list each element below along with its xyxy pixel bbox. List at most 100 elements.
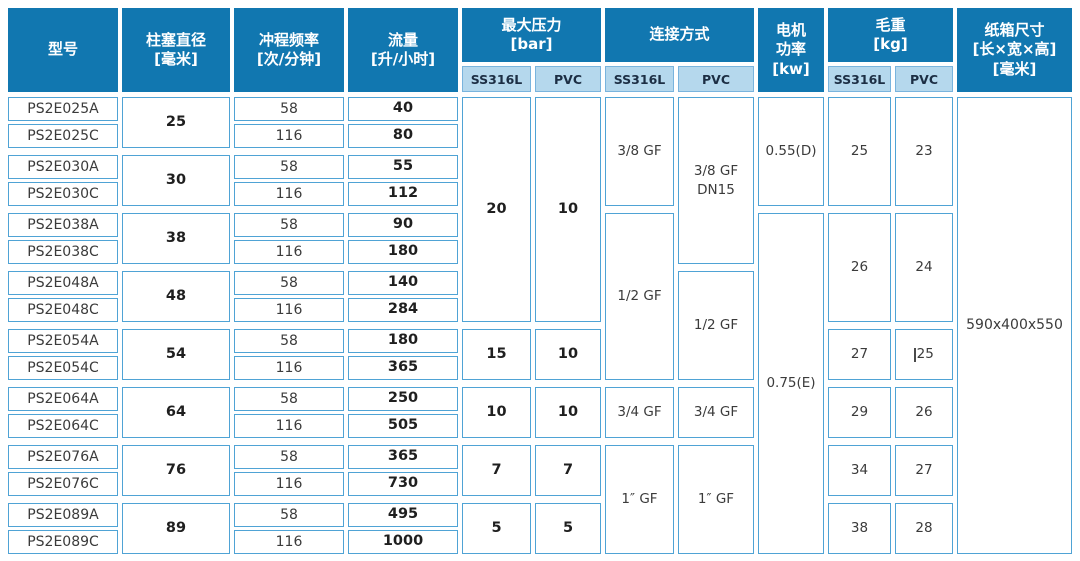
pressure-value: 20	[486, 200, 507, 217]
header-flow-unit: [升/小时]	[370, 50, 436, 68]
model-value: PS2E076C	[27, 475, 99, 492]
connection-value: 3/4 GF	[693, 404, 739, 421]
header-motor-label2: 功率	[775, 40, 806, 59]
header-connection-ss316l-chip: SS316L	[605, 66, 674, 92]
stroke-value: 116	[275, 127, 303, 144]
stroke-cell: 58	[234, 387, 344, 411]
connection-pvc-cell: 1″ GF	[678, 445, 754, 554]
flow-cell: 140	[348, 271, 458, 295]
weight-value: 26	[915, 404, 933, 421]
pressure-ss316l-cell: 7	[462, 445, 531, 496]
connection-ss316l-cell: 1/2 GF	[605, 213, 674, 380]
flow-value: 730	[387, 475, 419, 492]
weight-value: 26	[850, 259, 869, 276]
header-stroke: 冲程频率 [次/分钟]	[234, 8, 344, 92]
diameter-cell: 48	[122, 271, 230, 322]
flow-cell: 40	[348, 97, 458, 121]
stroke-value: 116	[275, 359, 303, 376]
pressure-value: 5	[562, 519, 574, 536]
pressure-value: 15	[486, 345, 507, 362]
stroke-value: 116	[275, 417, 303, 434]
header-diameter-label: 柱塞直径	[145, 30, 206, 49]
stroke-value: 58	[280, 158, 298, 175]
header-flow: 流量 [升/小时]	[348, 8, 458, 92]
model-cell: PS2E048A	[8, 271, 118, 295]
connection-value: 1/2 GF	[693, 317, 739, 334]
diameter-value: 38	[165, 229, 187, 246]
weight-pvc-cell: 23	[895, 97, 953, 206]
header-carton-label: 纸箱尺寸	[984, 20, 1045, 39]
model-value: PS2E048A	[27, 274, 99, 291]
stroke-cell: 116	[234, 124, 344, 148]
connection-value: 1″ GF	[697, 491, 735, 508]
header-diameter: 柱塞直径 [毫米]	[122, 8, 230, 92]
flow-cell: 55	[348, 155, 458, 179]
flow-value: 1000	[382, 533, 424, 550]
model-value: PS2E038C	[27, 243, 99, 260]
stroke-cell: 58	[234, 329, 344, 353]
flow-cell: 250	[348, 387, 458, 411]
header-connection-label: 连接方式	[649, 25, 710, 44]
flow-cell: 365	[348, 356, 458, 380]
stray-text-cursor-mark	[914, 347, 916, 362]
header-weight-ss316l-chip: SS316L	[828, 66, 891, 92]
model-cell: PS2E054A	[8, 329, 118, 353]
model-value: PS2E054C	[27, 359, 99, 376]
model-cell: PS2E076A	[8, 445, 118, 469]
connection-value: 1″ GF	[621, 491, 658, 508]
header-diameter-unit: [毫米]	[154, 50, 198, 68]
model-value: PS2E030A	[27, 158, 99, 175]
diameter-value: 48	[165, 287, 187, 304]
stroke-value: 116	[275, 243, 303, 260]
pressure-pvc-cell: 7	[535, 445, 601, 496]
flow-value: 365	[387, 359, 419, 376]
model-value: PS2E038A	[27, 216, 99, 233]
flow-value: 250	[387, 390, 419, 407]
chip-label: PVC	[909, 71, 938, 87]
header-motor-label: 电机	[775, 20, 806, 39]
stroke-value: 58	[280, 100, 298, 117]
weight-ss316l-cell: 26	[828, 213, 891, 322]
header-connection-pvc-chip: PVC	[678, 66, 754, 92]
flow-value: 40	[392, 100, 414, 117]
model-value: PS2E089A	[27, 506, 99, 523]
diameter-value: 30	[165, 171, 187, 188]
table-header: 型号 柱塞直径 [毫米] 冲程频率 [次/分钟] 流量 [升/小时] 最大压力 [bar…	[8, 8, 1072, 92]
model-cell: PS2E025A	[8, 97, 118, 121]
motor-power-cell: 0.55(D)	[758, 97, 824, 206]
header-pressure-label: 最大压力	[501, 15, 562, 34]
header-weight-label: 毛重	[875, 15, 906, 34]
model-value: PS2E076A	[27, 448, 99, 465]
flow-cell: 505	[348, 414, 458, 438]
pressure-value: 10	[557, 200, 579, 217]
pressure-value: 5	[491, 519, 502, 536]
weight-pvc-cell: 27	[895, 445, 953, 496]
stroke-cell: 116	[234, 472, 344, 496]
model-value: PS2E030C	[27, 185, 99, 202]
stroke-cell: 116	[234, 240, 344, 264]
weight-value: 28	[915, 520, 933, 537]
pressure-pvc-cell: 10	[535, 97, 601, 322]
header-pressure-unit: [bar]	[510, 35, 553, 53]
header-motor: 电机 功率 [kw]	[758, 8, 824, 92]
diameter-value: 89	[165, 519, 187, 536]
weight-ss316l-cell: 34	[828, 445, 891, 496]
weight-ss316l-cell: 29	[828, 387, 891, 438]
pressure-ss316l-cell: 20	[462, 97, 531, 322]
flow-value: 284	[387, 301, 419, 318]
header-model: 型号	[8, 8, 118, 92]
flow-cell: 284	[348, 298, 458, 322]
header-weight-unit: [kg]	[873, 35, 908, 53]
header-stroke-label: 冲程频率	[258, 30, 319, 49]
chip-label: PVC	[553, 71, 582, 87]
flow-value: 140	[387, 274, 419, 291]
motor-power-value: 0.75(E)	[766, 375, 816, 392]
weight-value: 25	[916, 346, 934, 363]
stroke-value: 58	[280, 506, 298, 523]
model-cell: PS2E030C	[8, 182, 118, 206]
stroke-cell: 116	[234, 182, 344, 206]
model-cell: PS2E030A	[8, 155, 118, 179]
motor-power-cell: 0.75(E)	[758, 213, 824, 554]
weight-ss316l-cell: 25	[828, 97, 891, 206]
table-body: PS2E025A PS2E025C PS2E030A PS2E030C PS2E…	[8, 97, 1072, 554]
